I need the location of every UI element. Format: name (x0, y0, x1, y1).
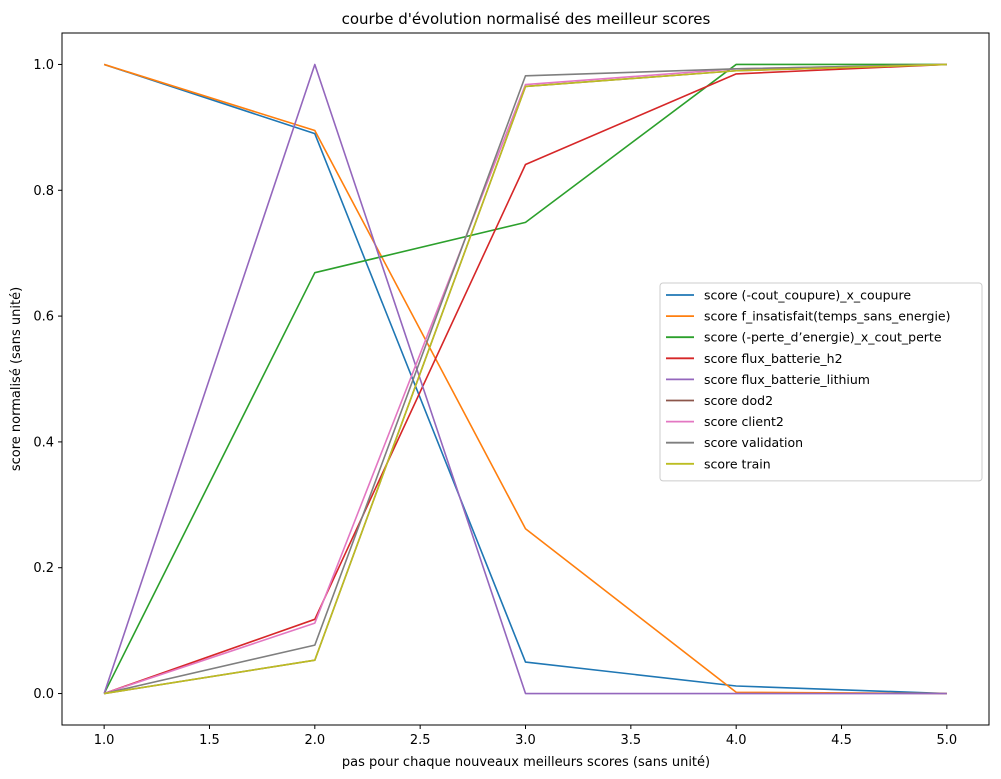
legend-label: score client2 (704, 414, 784, 429)
x-tick-label: 5.0 (937, 733, 958, 748)
y-axis: 0.0 0.2 0.4 0.6 0.8 1.0 (33, 58, 62, 702)
y-tick-label: 1.0 (33, 58, 54, 73)
plot-lines (103, 63, 947, 695)
x-tick-label: 2.5 (410, 733, 431, 748)
x-tick-label: 2.0 (304, 733, 325, 748)
y-tick-label: 0.0 (33, 687, 54, 702)
x-tick-label: 4.5 (831, 733, 852, 748)
y-tick-label: 0.8 (33, 184, 54, 199)
x-tick-label: 3.0 (515, 733, 536, 748)
legend-label: score flux_batterie_h2 (704, 351, 843, 366)
series-line-2 (103, 63, 947, 695)
series-line-1 (103, 63, 947, 695)
series-line-8 (103, 63, 947, 695)
legend-box (659, 282, 983, 482)
y-tick-label: 0.4 (33, 435, 54, 450)
series-line-4 (103, 63, 947, 695)
chart-title: courbe d'évolution normalisé des meilleu… (342, 10, 711, 28)
x-tick-label: 1.5 (199, 733, 220, 748)
y-tick-label: 0.2 (33, 561, 54, 576)
legend-label: score (-cout_coupure)_x_coupure (704, 288, 911, 303)
x-tick-label: 4.0 (726, 733, 747, 748)
series-line-9 (104, 63, 947, 695)
legend-label: score train (704, 456, 771, 471)
y-tick-label: 0.6 (33, 310, 54, 325)
y-axis-label: score normalisé (sans unité) (9, 287, 24, 471)
legend-label: score dod2 (704, 393, 773, 408)
legend-label: score (-perte_d’energie)_x_cout_perte (704, 330, 942, 345)
x-tick-label: 3.5 (620, 733, 641, 748)
x-axis: 1.0 1.5 2.0 2.5 3.0 3.5 4.0 4.5 5.0 (94, 725, 957, 748)
legend-label: score f_insatisfait(temps_sans_energie) (704, 309, 951, 324)
x-tick-label: 1.0 (94, 733, 115, 748)
x-axis-label: pas pour chaque nouveaux meilleurs score… (342, 755, 710, 770)
legend-label: score flux_batterie_lithium (704, 372, 870, 387)
legend-label: score validation (704, 435, 803, 450)
series-line-3 (103, 63, 947, 694)
series-line-5 (103, 63, 947, 695)
